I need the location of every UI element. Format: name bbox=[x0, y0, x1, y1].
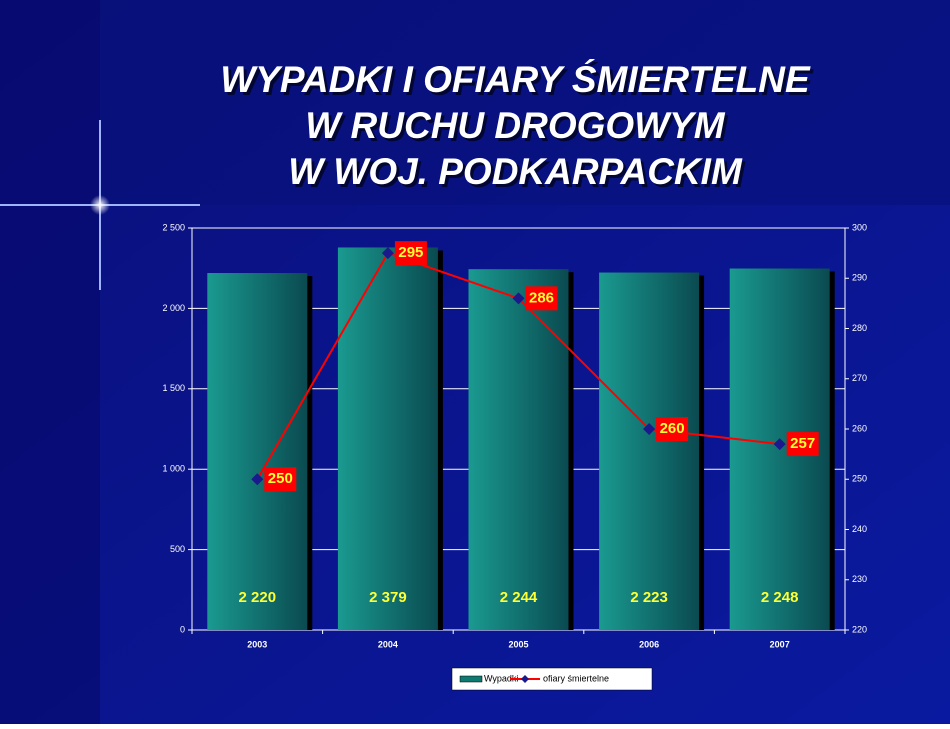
y2-tick-label: 270 bbox=[852, 373, 867, 383]
line-marker bbox=[643, 423, 656, 435]
line-value-label: 286 bbox=[529, 289, 554, 306]
x-tick-label: 2003 bbox=[247, 639, 267, 649]
line-value-label: 250 bbox=[268, 470, 293, 487]
line-value-label: 295 bbox=[398, 244, 423, 261]
y2-tick-label: 250 bbox=[852, 474, 867, 484]
bar bbox=[468, 269, 569, 630]
x-tick-label: 2005 bbox=[508, 639, 528, 649]
side-strip bbox=[0, 0, 100, 724]
line-marker bbox=[773, 438, 786, 451]
title-shadow: WYPADKI I OFIARY ŚMIERTELNE bbox=[223, 62, 814, 103]
y2-tick-label: 240 bbox=[852, 524, 867, 534]
line-label-box bbox=[264, 467, 297, 492]
flare-center bbox=[90, 195, 110, 215]
title-line: WYPADKI I OFIARY ŚMIERTELNE bbox=[220, 59, 811, 100]
line-label-box bbox=[656, 417, 689, 441]
y-tick-label: 1 000 bbox=[162, 464, 185, 474]
title-line: W RUCHU DROGOWYM bbox=[305, 105, 725, 146]
y-tick-label: 2 000 bbox=[162, 303, 185, 313]
y2-tick-label: 290 bbox=[852, 273, 867, 283]
line-label-box bbox=[525, 286, 558, 311]
bar-value-label: 2 244 bbox=[500, 589, 538, 606]
y2-tick-label: 300 bbox=[852, 222, 867, 232]
y2-tick-label: 260 bbox=[852, 423, 867, 433]
title-shadow: W RUCHU DROGOWYM bbox=[308, 108, 728, 149]
line-value-label: 257 bbox=[790, 435, 815, 452]
legend-label: Wypadki bbox=[484, 673, 518, 683]
line-marker bbox=[251, 473, 264, 486]
y-tick-label: 500 bbox=[170, 544, 185, 554]
x-tick-label: 2004 bbox=[378, 639, 398, 649]
line-label-box bbox=[786, 432, 819, 457]
x-tick-label: 2007 bbox=[770, 639, 790, 649]
y-tick-label: 1 500 bbox=[162, 383, 185, 393]
line-marker bbox=[512, 292, 525, 305]
line-label-box bbox=[394, 241, 427, 266]
bar-value-label: 2 248 bbox=[761, 589, 799, 606]
bar bbox=[337, 247, 438, 631]
y2-tick-label: 220 bbox=[852, 624, 867, 634]
y-tick-label: 2 500 bbox=[162, 222, 185, 232]
x-tick-label: 2006 bbox=[639, 639, 659, 649]
legend-label: ofiary śmiertelne bbox=[543, 673, 609, 683]
line-marker bbox=[381, 247, 394, 260]
bar-value-label: 2 223 bbox=[630, 589, 668, 606]
top-band bbox=[100, 0, 950, 205]
bar bbox=[599, 272, 700, 630]
title-shadow: W WOJ. PODKARPACKIM bbox=[291, 154, 746, 195]
legend-marker bbox=[521, 675, 529, 683]
bar bbox=[207, 273, 308, 630]
y2-tick-label: 280 bbox=[852, 323, 867, 333]
legend-swatch bbox=[459, 675, 483, 683]
line-value-label: 260 bbox=[660, 420, 685, 437]
y2-tick-label: 230 bbox=[852, 574, 867, 584]
title-line: W WOJ. PODKARPACKIM bbox=[288, 151, 743, 192]
legend-box bbox=[451, 667, 653, 691]
y-tick-label: 0 bbox=[180, 624, 185, 634]
bar-value-label: 2 220 bbox=[239, 589, 277, 606]
bar-value-label: 2 379 bbox=[369, 589, 407, 606]
